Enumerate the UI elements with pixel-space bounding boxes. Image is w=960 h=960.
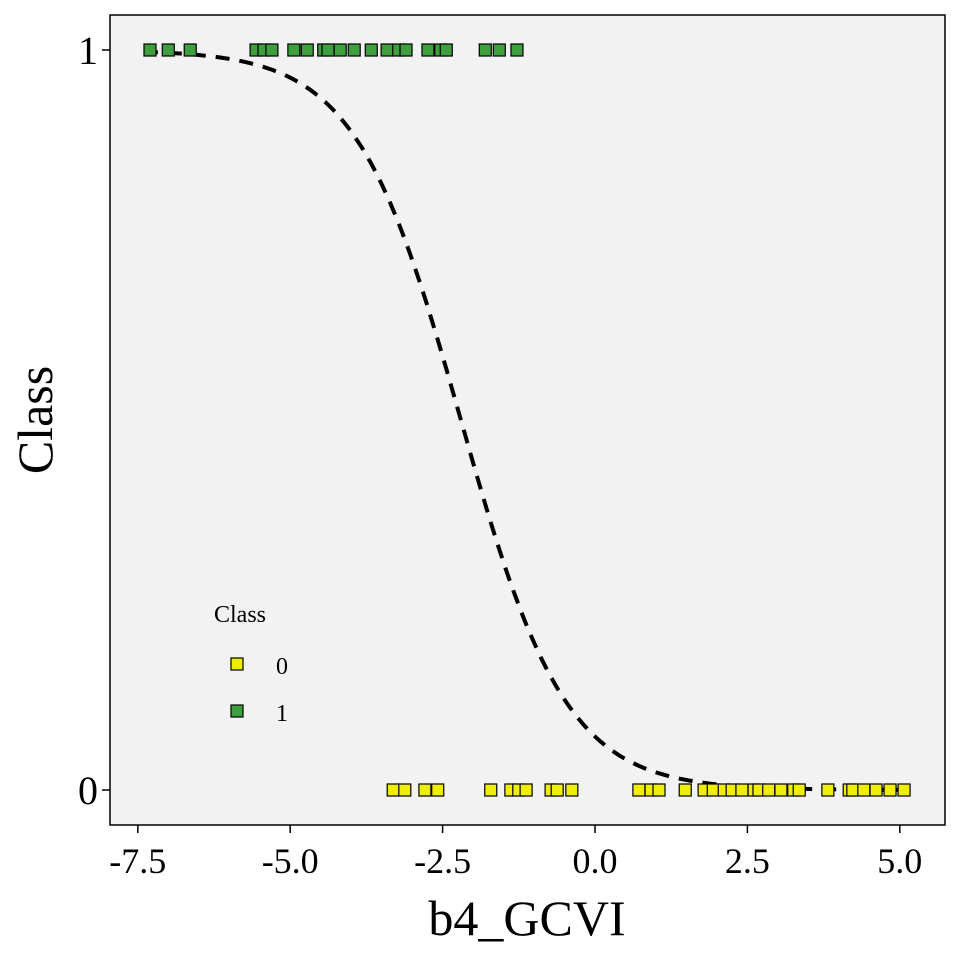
data-point-class-1 [265,43,279,57]
x-tick-label: 2.5 [725,841,770,881]
data-point-class-1 [300,43,314,57]
data-point-class-0 [869,783,883,797]
data-point-class-0 [706,783,720,797]
data-point-class-0 [857,783,871,797]
legend-title: Class [214,602,266,628]
data-point-class-0 [774,783,788,797]
x-axis-label: b4_GCVI [428,890,625,946]
data-point-class-0 [821,783,835,797]
data-point-class-0 [565,783,579,797]
data-point-class-1 [478,43,492,57]
data-point-class-1 [492,43,506,57]
data-point-class-1 [399,43,413,57]
data-point-class-0 [431,783,445,797]
data-point-class-0 [386,783,400,797]
data-point-class-0 [678,783,692,797]
data-point-class-1 [364,43,378,57]
data-point-class-0 [398,783,412,797]
legend-label-1: 1 [276,701,288,727]
data-point-class-0 [762,783,776,797]
data-point-class-0 [883,783,897,797]
y-tick-label: 0 [78,768,98,813]
data-point-class-1 [510,43,524,57]
data-point-class-0 [632,783,646,797]
data-point-class-1 [347,43,361,57]
data-point-class-1 [287,43,301,57]
data-point-class-0 [735,783,749,797]
data-point-class-1 [380,43,394,57]
fit-curve [143,49,900,792]
data-point-class-1 [421,43,435,57]
legend: Class 0 1 [214,602,288,727]
legend-key-0 [230,657,244,671]
data-point-class-0 [897,783,911,797]
data-point-class-1 [321,43,335,57]
data-point-class-1 [143,43,157,57]
data-point-class-1 [333,43,347,57]
y-tick-label: 1 [78,28,98,73]
x-tick-label: -2.5 [414,841,471,881]
data-point-class-0 [418,783,432,797]
x-tick-label: -7.5 [109,841,166,881]
data-point-class-0 [846,783,860,797]
data-point-class-1 [183,43,197,57]
x-tick-label: -5.0 [262,841,319,881]
x-tick-label: 0.0 [573,841,618,881]
data-point-class-0 [519,783,533,797]
data-point-class-1 [161,43,175,57]
legend-key-1 [230,704,244,718]
x-tick-label: 5.0 [877,841,922,881]
y-axis-label: Class [7,366,63,474]
plot-panel [109,14,946,826]
data-point-class-0 [652,783,666,797]
data-point-class-0 [792,783,806,797]
data-point-class-1 [439,43,453,57]
data-point-class-0 [550,783,564,797]
data-point-class-0 [484,783,498,797]
legend-label-0: 0 [276,654,288,680]
